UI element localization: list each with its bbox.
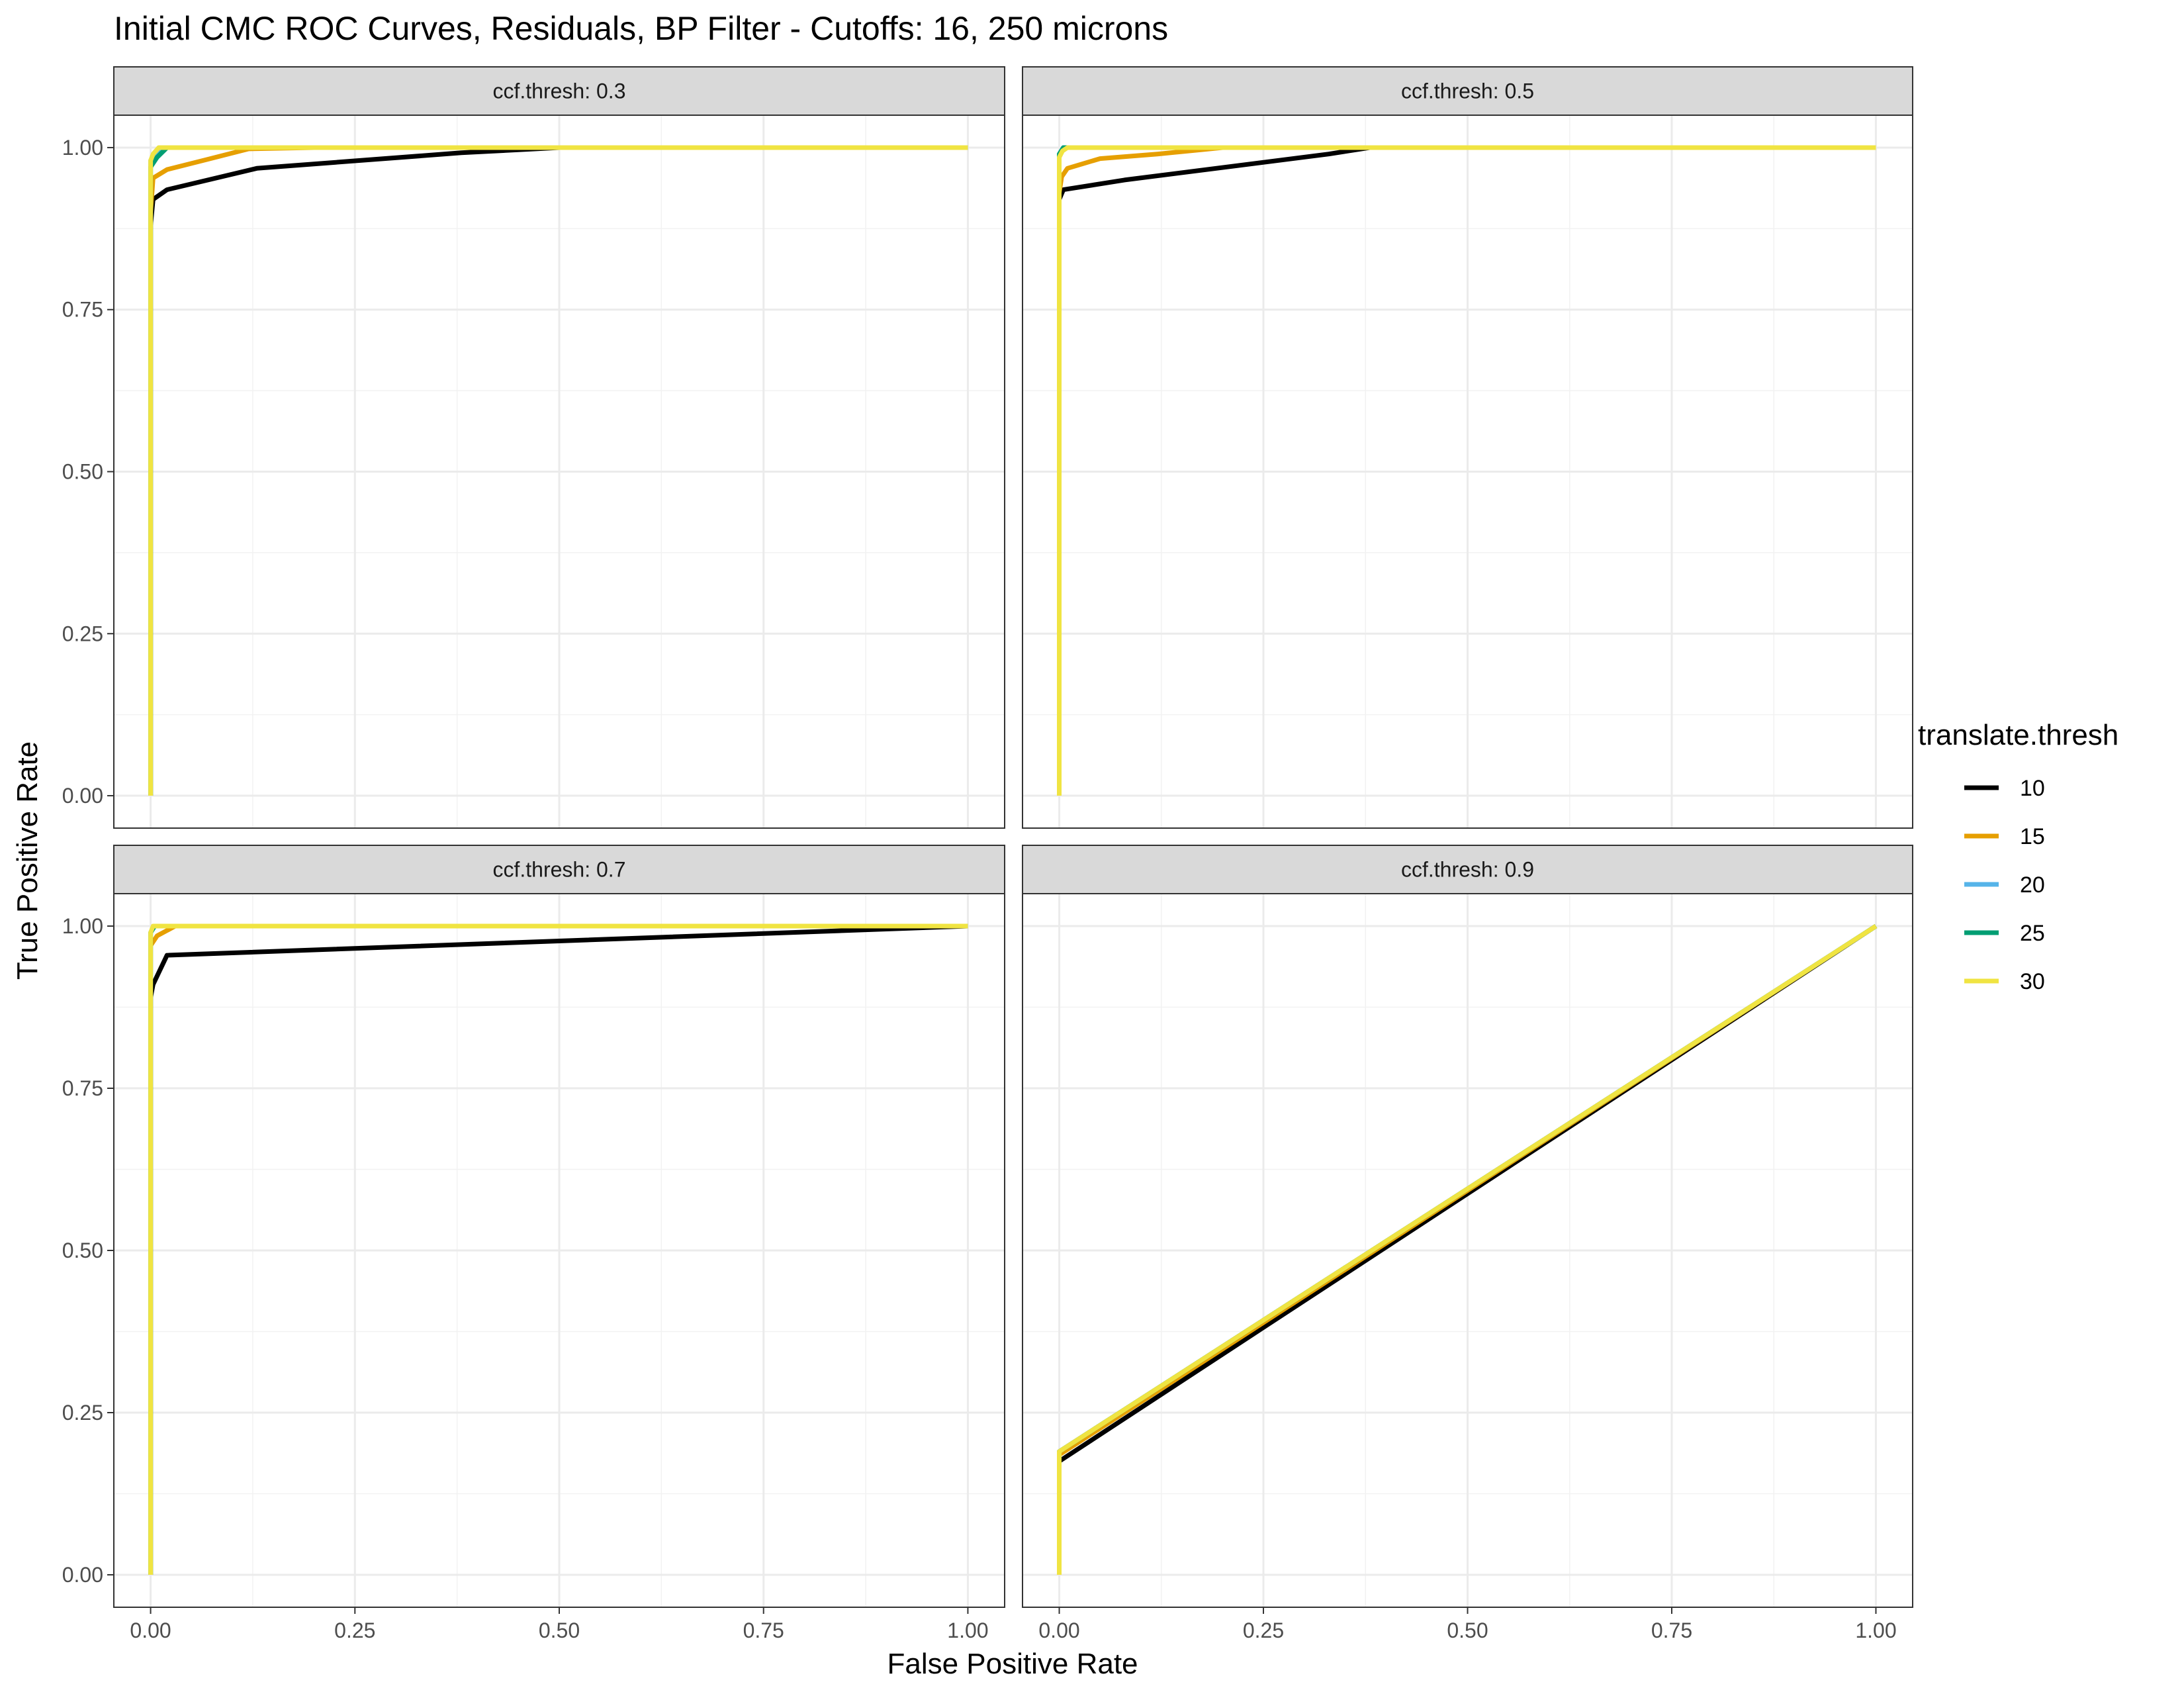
x-tick-label: 0.75 <box>1651 1618 1692 1642</box>
facet-strip <box>1022 845 1913 894</box>
y-tick-label: 0.75 <box>62 1076 103 1100</box>
legend-entry: 10 <box>1964 776 2045 801</box>
chart-title: Initial CMC ROC Curves, Residuals, BP Fi… <box>114 10 1168 47</box>
series-line-30 <box>1057 924 1878 1575</box>
y-tick-label: 0.25 <box>62 622 103 645</box>
facet-panel: ccf.thresh: 0.9 0.00 0.25 0.50 0.75 1.00 <box>1022 845 1913 1642</box>
x-tick-label: 1.00 <box>947 1618 988 1642</box>
legend-label: 20 <box>2020 872 2045 898</box>
legend-entry: 20 <box>1964 872 2045 898</box>
y-tick-label: 1.00 <box>62 136 103 160</box>
x-tick-label: 1.00 <box>1855 1618 1896 1642</box>
y-tick-label: 0.00 <box>62 784 103 808</box>
x-tick-label: 0.75 <box>743 1618 784 1642</box>
facet-strip-label: ccf.thresh: 0.7 <box>493 858 626 882</box>
legend-label: 10 <box>2020 776 2045 801</box>
legend-entry: 15 <box>1964 824 2045 849</box>
x-tick-label: 0.25 <box>1243 1618 1284 1642</box>
facet-strip-label: ccf.thresh: 0.3 <box>493 79 626 103</box>
legend-entry: 30 <box>1964 969 2045 994</box>
legend-label: 15 <box>2020 824 2045 849</box>
series-line-30 <box>1057 145 1876 796</box>
x-tick-label: 0.50 <box>1447 1618 1488 1642</box>
facet-strip-label: ccf.thresh: 0.5 <box>1401 79 1534 103</box>
facet-strip-label: ccf.thresh: 0.9 <box>1401 858 1534 882</box>
y-tick-label: 0.50 <box>62 460 103 484</box>
legend-label: 25 <box>2020 921 2045 946</box>
legend-label: 30 <box>2020 969 2045 994</box>
y-tick-label: 0.25 <box>62 1401 103 1425</box>
legend: translate.thresh 10 15 20 25 30 <box>1918 719 2118 994</box>
y-tick-label: 0.50 <box>62 1239 103 1262</box>
series-line-30 <box>148 923 968 1575</box>
y-tick-label: 0.75 <box>62 298 103 322</box>
y-tick-label: 0.00 <box>62 1563 103 1587</box>
facet-panels: ccf.thresh: 0.30.000.250.500.751.00ccf.t… <box>62 66 1913 1642</box>
legend-title: translate.thresh <box>1918 719 2118 751</box>
facet-panel: ccf.thresh: 0.7 0.00 0.25 0.50 0.75 1.00 0.00 0… <box>62 845 1005 1642</box>
facet-panel: ccf.thresh: 0.5 <box>1022 66 1913 829</box>
panel-border <box>1022 115 1913 829</box>
x-tick-label: 0.00 <box>1038 1618 1079 1642</box>
facet-strip <box>113 66 1005 116</box>
facet-panel: ccf.thresh: 0.3 0.00 0.25 0.50 0.75 1.00 <box>62 66 1005 829</box>
legend-entry: 25 <box>1964 921 2045 946</box>
series-line-30 <box>148 145 968 796</box>
y-axis-title: True Positive Rate <box>11 741 44 980</box>
y-tick-label: 1.00 <box>62 914 103 938</box>
x-tick-label: 0.25 <box>334 1618 375 1642</box>
x-tick-label: 0.00 <box>130 1618 171 1642</box>
x-axis-title: False Positive Rate <box>887 1648 1138 1680</box>
x-tick-label: 0.50 <box>539 1618 580 1642</box>
